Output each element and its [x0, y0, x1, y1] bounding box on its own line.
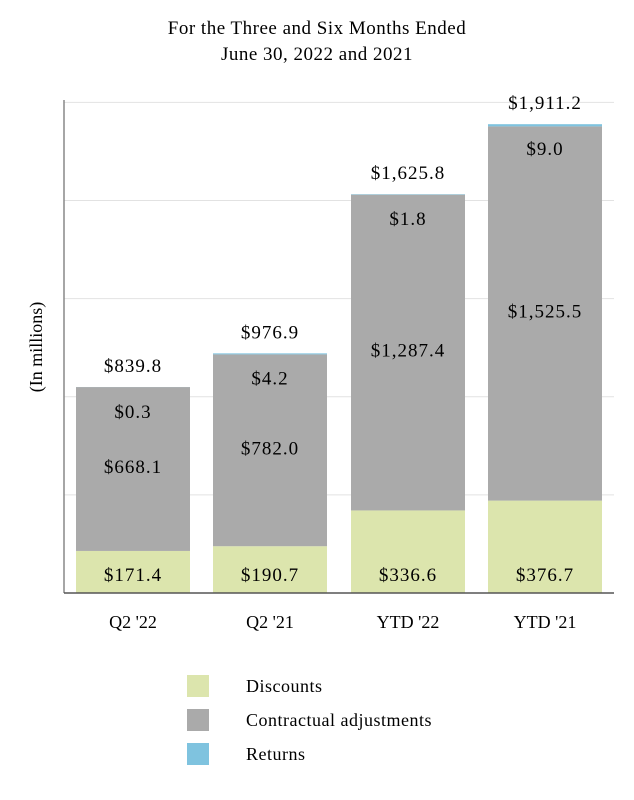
total-label: $839.8	[104, 356, 162, 377]
data-label: $1,525.5	[508, 301, 583, 322]
legend-label: Discounts	[246, 676, 323, 696]
x-tick-label: Q2 '22	[109, 612, 157, 632]
x-tick-label: YTD '22	[377, 612, 440, 632]
data-label: $4.2	[251, 368, 288, 389]
bar-segment	[488, 124, 602, 127]
chart-title-line-2: June 30, 2022 and 2021	[221, 44, 413, 65]
chart-title-line-1: For the Three and Six Months Ended	[168, 18, 466, 39]
bars	[76, 124, 602, 593]
x-tick-label: Q2 '21	[246, 612, 294, 632]
x-tick-labels: Q2 '22 Q2 '21 YTD '22 YTD '21	[109, 612, 576, 632]
bar-segment	[213, 354, 327, 547]
total-label: $1,625.8	[371, 163, 446, 184]
chart-title: For the Three and Six Months Ended June …	[168, 18, 466, 65]
legend-swatch	[187, 675, 209, 697]
legend: Discounts Contractual adjustments Returns	[187, 675, 432, 765]
legend-swatch	[187, 743, 209, 765]
data-label: $668.1	[104, 457, 162, 478]
bar-segment	[351, 510, 465, 593]
data-label: $171.4	[104, 565, 162, 586]
data-label: $9.0	[526, 139, 563, 160]
data-label: $1,287.4	[371, 341, 446, 362]
data-labels: $171.4 $668.1 $0.3 $839.8 $190.7 $782.0 $4.2 $9…	[104, 93, 583, 586]
axes	[63, 100, 614, 594]
legend-label: Contractual adjustments	[246, 710, 432, 730]
data-label: $1.8	[389, 209, 426, 230]
data-label: $336.6	[379, 565, 437, 586]
total-label: $976.9	[241, 322, 299, 343]
bar-segment	[76, 387, 190, 551]
bar-segment	[488, 126, 602, 501]
data-label: $0.3	[114, 402, 151, 423]
legend-swatch	[187, 709, 209, 731]
total-label: $1,911.2	[508, 93, 582, 114]
x-tick-label: YTD '21	[514, 612, 577, 632]
bar-segment	[76, 550, 190, 593]
data-label: $190.7	[241, 565, 299, 586]
bar-segment	[213, 546, 327, 593]
data-label: $782.0	[241, 438, 299, 459]
bar-segment	[213, 353, 327, 355]
bar-segment	[351, 194, 465, 511]
bar-segment	[488, 500, 602, 593]
y-axis-label: (In millions)	[26, 302, 47, 393]
legend-label: Returns	[246, 744, 306, 764]
data-label: $376.7	[516, 565, 574, 586]
